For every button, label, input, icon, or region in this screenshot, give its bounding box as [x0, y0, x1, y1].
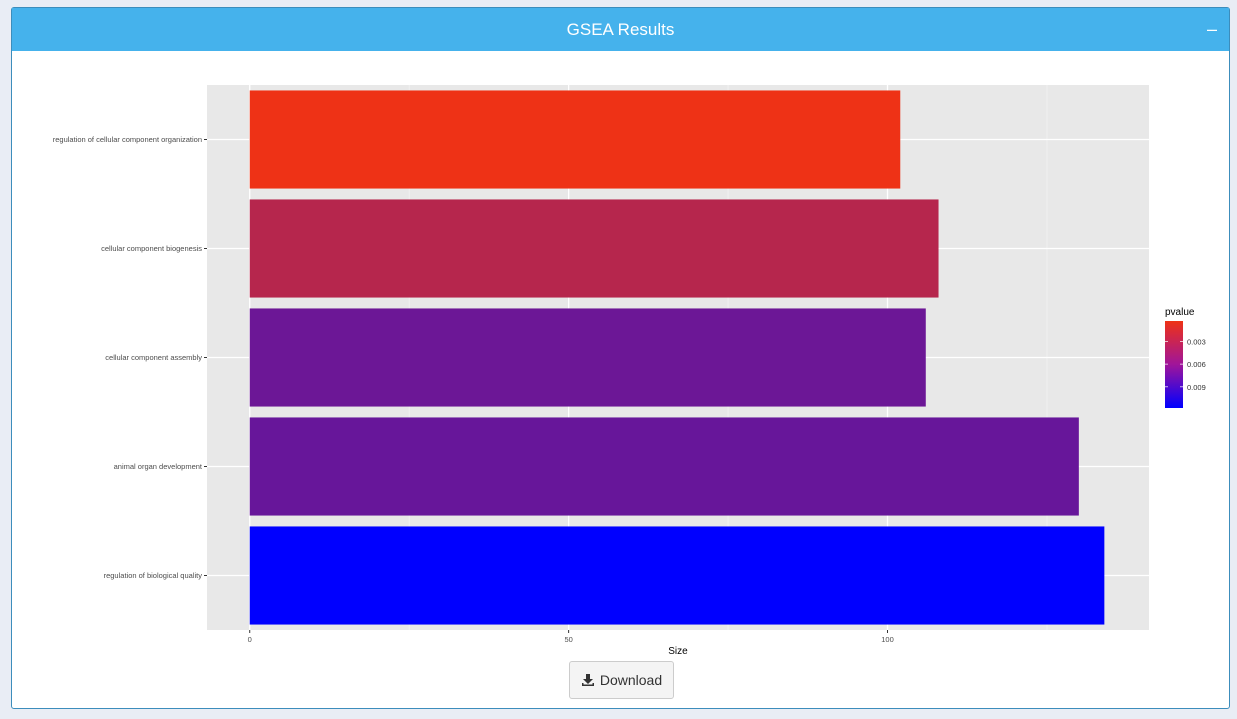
y-tick-label: regulation of cellular component organiz… — [53, 135, 202, 144]
legend-tick-label: 0.009 — [1187, 383, 1206, 392]
bar — [249, 526, 1105, 625]
panel-header: GSEA Results – — [12, 8, 1229, 51]
bar — [249, 90, 901, 189]
bar — [249, 308, 926, 407]
legend-title: pvalue — [1165, 307, 1195, 318]
x-tick-label: 100 — [881, 635, 894, 644]
y-tick-label: cellular component assembly — [105, 353, 202, 362]
y-tick-label: cellular component biogenesis — [101, 244, 202, 253]
download-button[interactable]: Download — [569, 661, 674, 699]
y-tick-label: regulation of biological quality — [104, 571, 203, 580]
x-tick-label: 50 — [564, 635, 572, 644]
panel-title: GSEA Results — [566, 20, 675, 39]
legend-colorbar — [1165, 321, 1183, 408]
minus-icon[interactable]: – — [1206, 19, 1217, 39]
x-tick-label: 0 — [248, 635, 252, 644]
legend-tick-label: 0.006 — [1187, 360, 1206, 369]
download-icon — [581, 674, 594, 686]
download-label: Download — [599, 672, 663, 688]
legend-tick-label: 0.003 — [1187, 337, 1206, 346]
bar — [249, 417, 1079, 516]
y-tick-label: animal organ development — [114, 462, 203, 471]
bar — [249, 199, 939, 298]
x-axis-title: Size — [668, 646, 688, 657]
